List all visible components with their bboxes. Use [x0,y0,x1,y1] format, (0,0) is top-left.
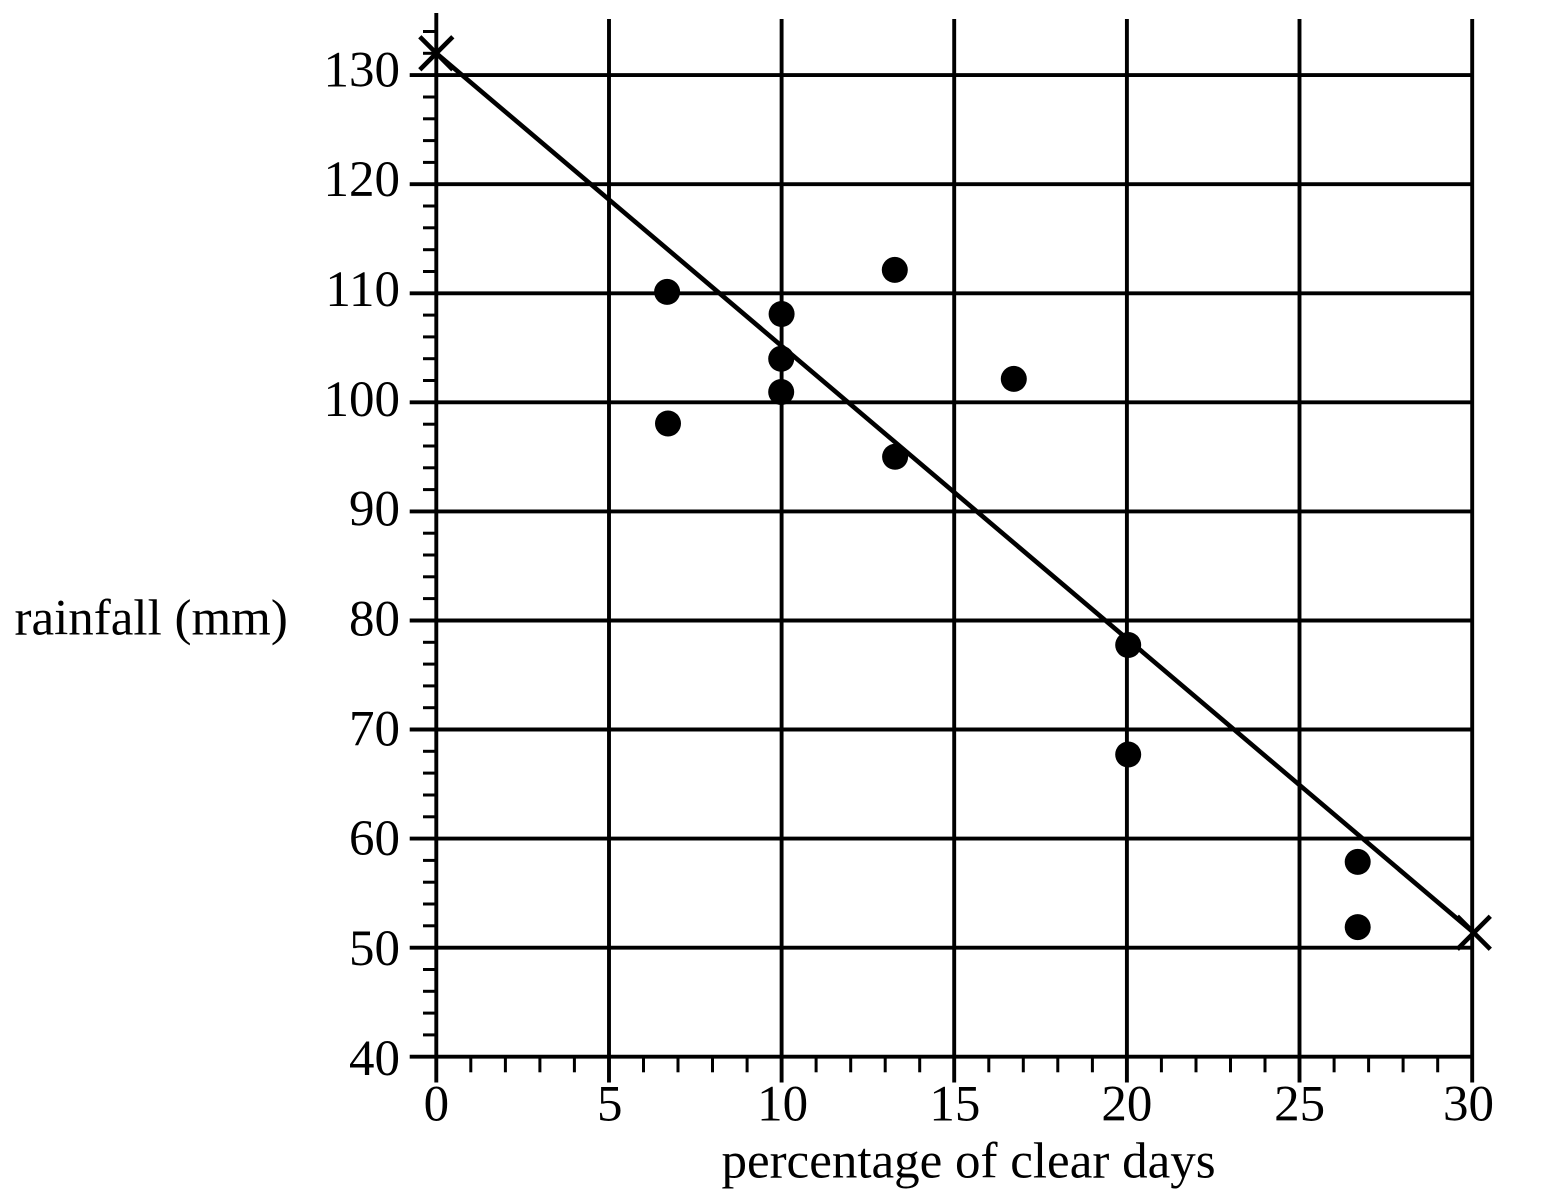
svg-text:60: 60 [349,811,400,867]
svg-text:0: 0 [424,1077,450,1133]
svg-text:20: 20 [1101,1077,1152,1133]
svg-text:70: 70 [349,701,400,757]
svg-text:90: 90 [349,482,400,538]
svg-text:rainfall (mm): rainfall (mm) [15,590,288,646]
svg-text:10: 10 [757,1077,808,1133]
svg-text:110: 110 [325,262,400,318]
svg-text:percentage of clear days: percentage of clear days [721,1134,1215,1190]
svg-text:130: 130 [324,42,401,98]
svg-text:5: 5 [597,1077,623,1133]
svg-text:80: 80 [349,592,400,648]
svg-text:15: 15 [929,1077,980,1133]
svg-text:25: 25 [1274,1077,1325,1133]
svg-text:120: 120 [324,152,401,208]
svg-text:50: 50 [349,921,400,977]
svg-text:30: 30 [1443,1077,1494,1133]
svg-text:100: 100 [324,372,401,428]
svg-text:40: 40 [349,1031,400,1087]
